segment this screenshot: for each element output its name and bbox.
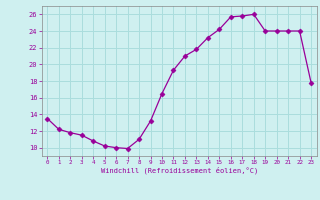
X-axis label: Windchill (Refroidissement éolien,°C): Windchill (Refroidissement éolien,°C) — [100, 167, 258, 174]
